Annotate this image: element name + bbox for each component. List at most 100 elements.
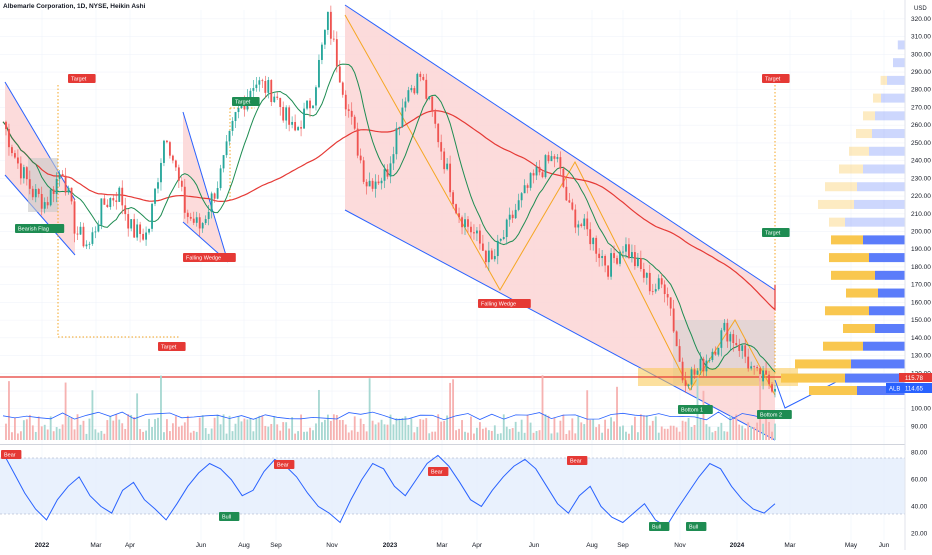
pattern-label-bg: [183, 253, 236, 262]
volume-profile-down: [857, 182, 905, 192]
volume-bar: [702, 390, 705, 440]
candle-body: [183, 186, 186, 213]
volume-bar: [699, 417, 702, 440]
volume-bar: [401, 418, 404, 440]
candle-body: [11, 147, 13, 154]
bearish-flag-box: [28, 158, 58, 212]
volume-bar: [645, 415, 648, 440]
candle-body: [407, 90, 410, 102]
volume-bar: [422, 419, 425, 440]
candle-body: [201, 223, 204, 229]
volume-bar: [410, 418, 413, 440]
volume-bar: [216, 414, 219, 440]
candle-body: [395, 128, 398, 155]
last-price-text: 114.65: [905, 387, 924, 393]
volume-bar: [684, 421, 687, 440]
candle-body: [386, 169, 389, 177]
candle-body: [52, 189, 55, 194]
candle-body: [73, 201, 76, 234]
candle-body: [243, 104, 246, 110]
volume-profile-down: [869, 146, 905, 156]
candle-body: [303, 108, 305, 129]
rsi-axis[interactable]: 80.00 60.00 40.00 20.00: [911, 450, 928, 538]
candle-body: [607, 265, 610, 277]
candle-body: [79, 226, 82, 235]
candle-body: [696, 370, 699, 375]
price-tick-label: 290.00: [911, 69, 931, 76]
candle-body: [207, 211, 210, 220]
volume-profile-down: [863, 164, 905, 174]
candle-body: [744, 345, 747, 357]
candle-body: [315, 87, 317, 106]
volume-bar: [282, 422, 285, 440]
candle-body: [681, 361, 684, 381]
volume-profile-down: [845, 373, 905, 383]
candle-body: [82, 226, 85, 247]
candle-body: [25, 167, 28, 180]
volume-bar: [145, 430, 147, 440]
volume-bar: [711, 432, 714, 440]
volume-bar: [204, 428, 207, 440]
volume-bar: [127, 414, 130, 440]
candle-body: [318, 59, 320, 88]
candle-body: [672, 308, 675, 332]
bottom-label-bg: [678, 405, 713, 414]
rsi-bull-label-bg: [649, 522, 670, 531]
candle-body: [428, 96, 431, 99]
volume-bar: [774, 423, 776, 440]
volume-bar: [174, 416, 177, 440]
rsi-line: [2, 452, 776, 528]
volume-bar: [514, 421, 517, 440]
candle-body: [675, 331, 678, 347]
volume-bar: [264, 425, 267, 440]
volume-bar: [681, 420, 684, 440]
candle-body: [610, 253, 612, 277]
candle-body: [523, 185, 526, 194]
time-axis[interactable]: 2022 Mar Apr Jun Aug Sep Nov 2023 Mar Apr Jun Aug Se…: [35, 542, 890, 549]
volume-bar: [687, 417, 690, 440]
candle-body: [595, 237, 598, 254]
candle-body: [505, 219, 508, 238]
price-tick-label: 90.00: [911, 423, 928, 430]
candle-body: [493, 256, 496, 260]
candle-body: [756, 367, 759, 369]
volume-bar: [508, 429, 511, 440]
candle-body: [332, 38, 335, 40]
volume-bar: [222, 414, 225, 440]
rsi-bull-label-bg: [686, 522, 707, 531]
target-label-bg: [158, 342, 186, 351]
volume-profile-down: [875, 323, 905, 333]
volume-bar: [458, 428, 460, 440]
volume-bar: [565, 433, 568, 440]
volume-bar: [258, 415, 261, 440]
volume-bar: [76, 414, 79, 440]
target-label: Target: [765, 231, 781, 237]
volume-bar: [11, 432, 13, 440]
volume-bar: [219, 424, 222, 440]
price-tick-label: 180.00: [911, 264, 931, 271]
volume-bar: [553, 417, 556, 440]
candle-body: [46, 202, 49, 206]
volume-bar: [434, 431, 437, 440]
candle-body: [5, 121, 7, 130]
volume-bar: [580, 422, 583, 440]
volume-bar: [368, 378, 371, 440]
candle-body: [642, 269, 645, 278]
time-tick-label: Sep: [270, 542, 282, 549]
candle-body: [124, 205, 127, 215]
volume-bar: [341, 420, 344, 440]
volume-bar: [31, 425, 34, 440]
volume-bar: [604, 419, 607, 440]
candle-body: [449, 163, 452, 193]
volume-moving-average: [2, 411, 767, 421]
candle-body: [514, 209, 517, 219]
volume-bar: [291, 417, 294, 440]
volume-bar: [613, 421, 615, 440]
volume-bar: [362, 424, 365, 440]
volume-bar: [517, 431, 520, 440]
volume-bar: [192, 430, 195, 440]
volume-bar: [386, 424, 389, 440]
volume-bar: [729, 415, 732, 440]
candle-body: [22, 167, 25, 179]
